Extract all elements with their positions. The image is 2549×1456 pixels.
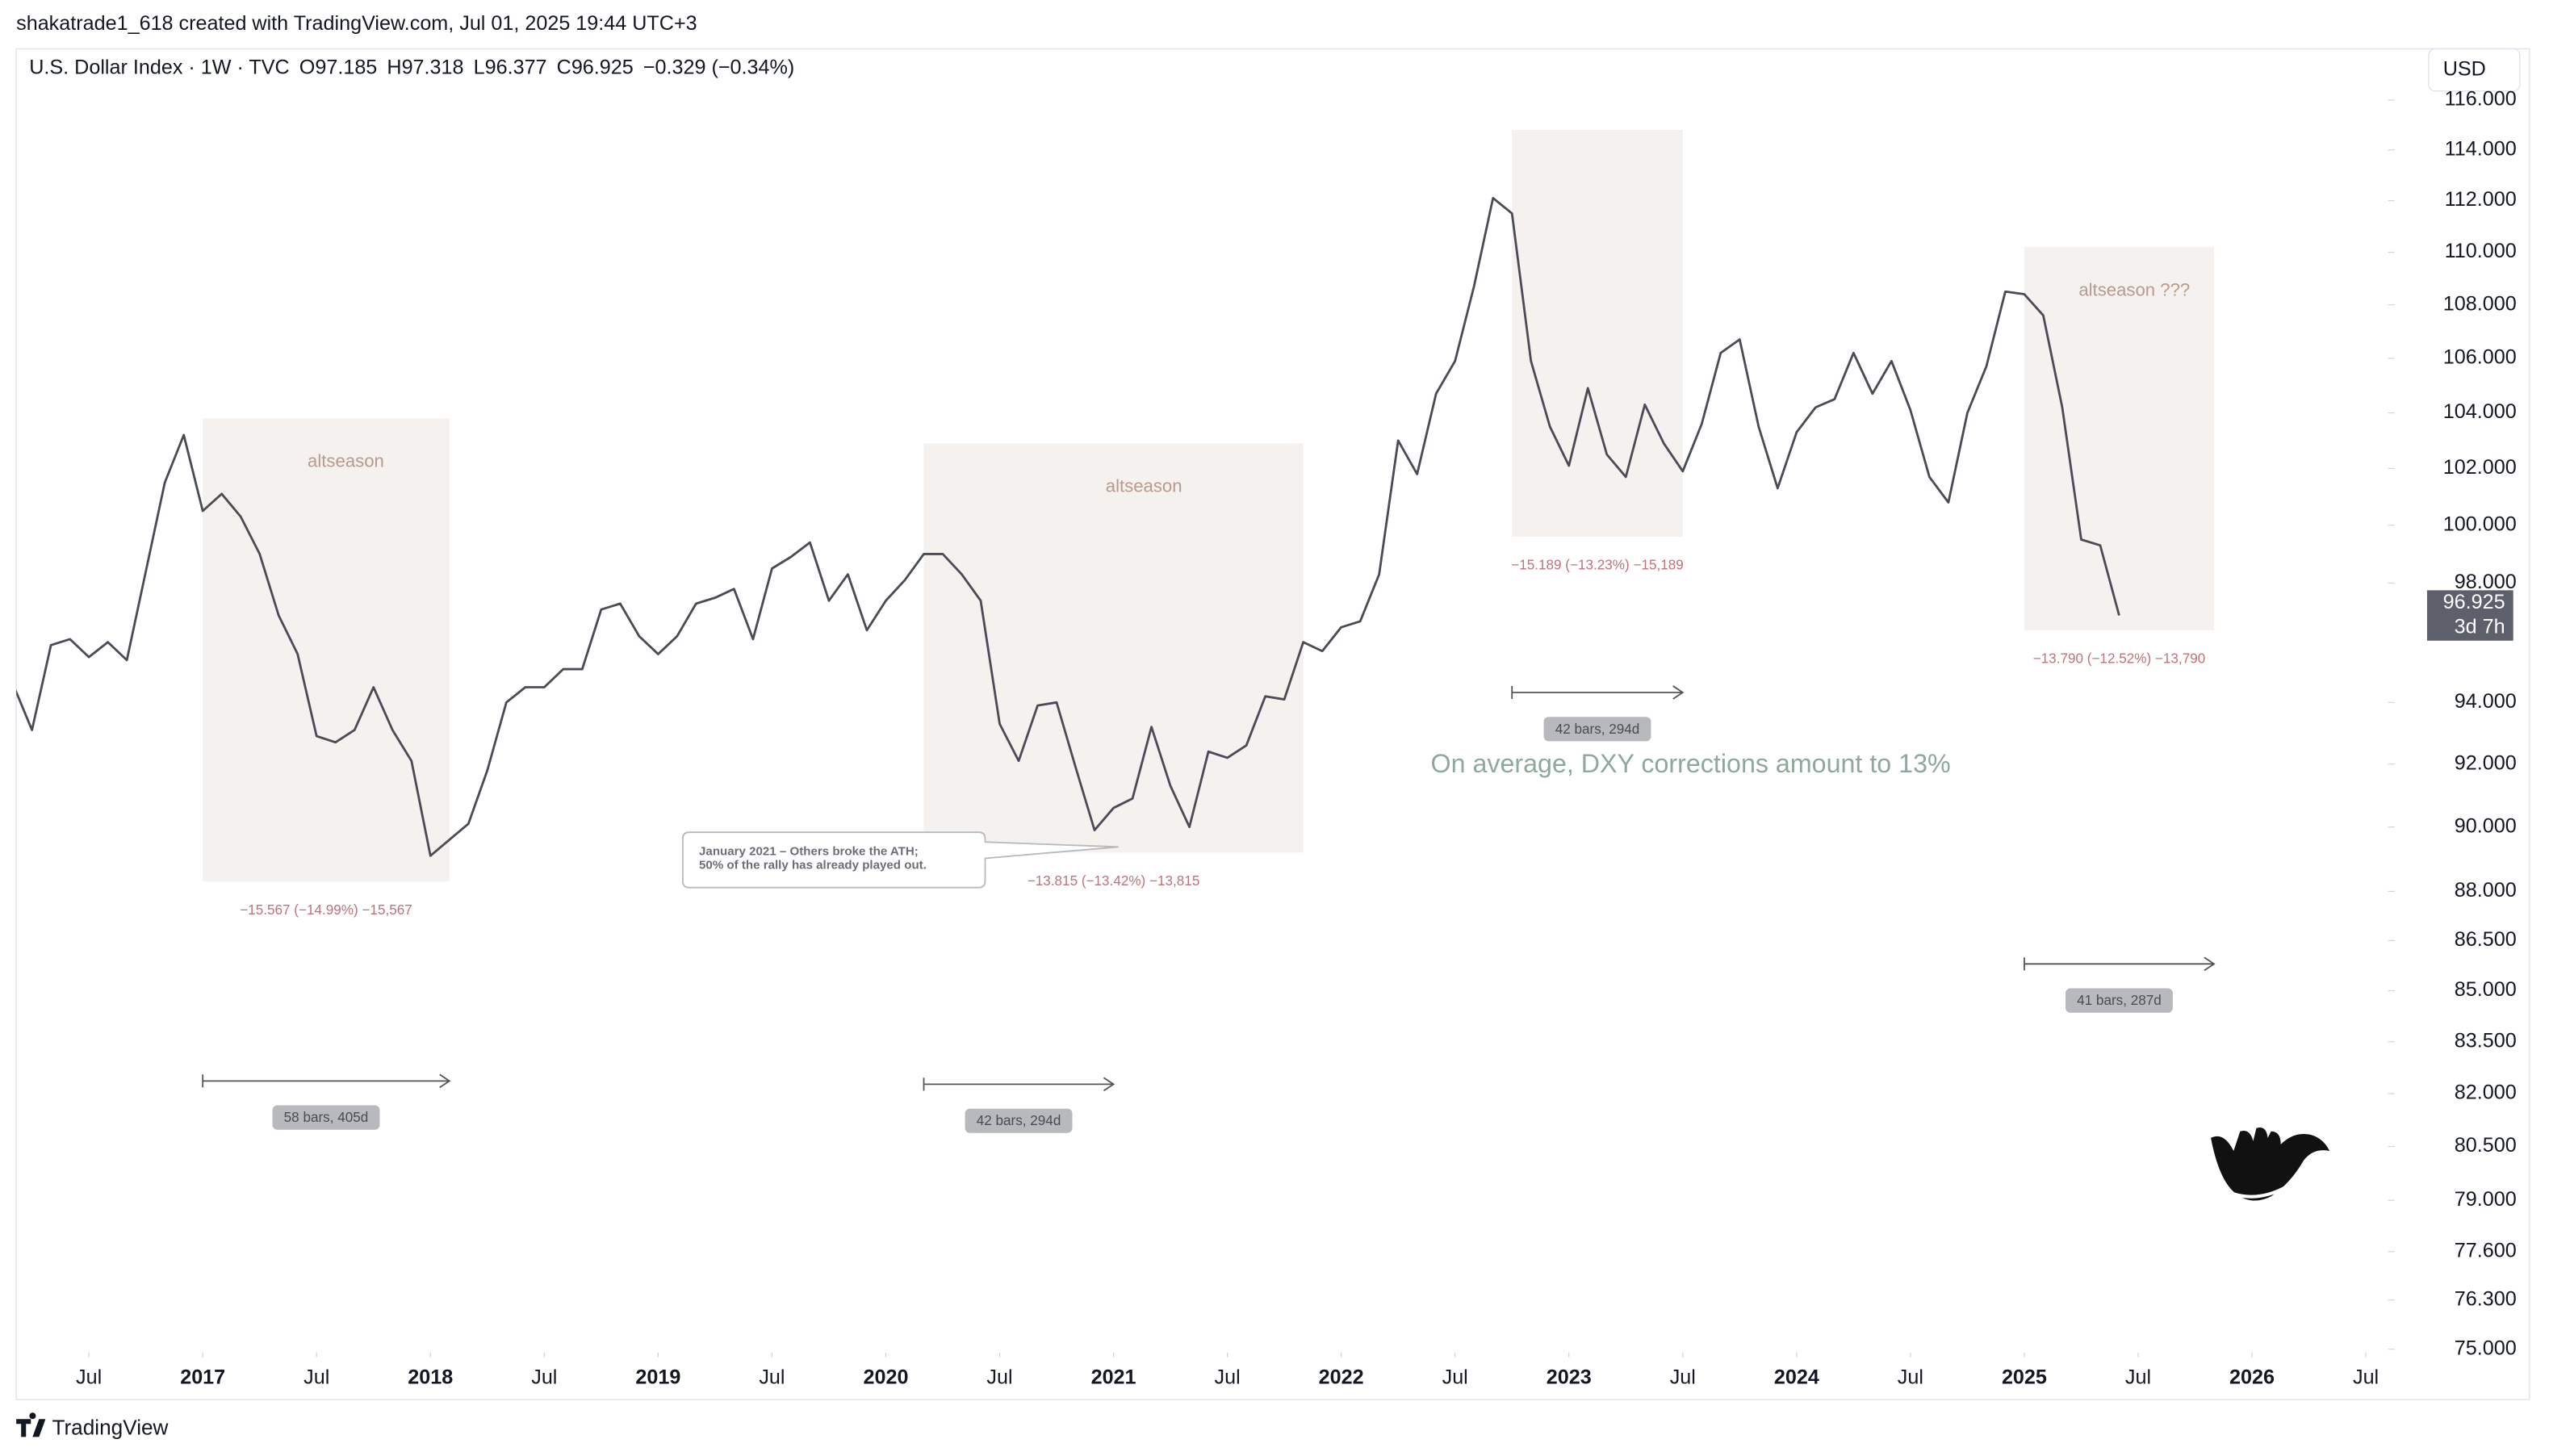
range-label: 41 bars, 287d (2077, 993, 2162, 1008)
author-line: shakatrade1_618 created with TradingView… (16, 12, 697, 35)
countdown: 3d 7h (2455, 615, 2505, 638)
range-pill (2066, 988, 2173, 1013)
y-tick-label: 114.000 (2445, 137, 2517, 160)
range-label: 42 bars, 294d (977, 1113, 1061, 1128)
x-tick-label: 2023 (1547, 1366, 1592, 1389)
range-pill (965, 1108, 1073, 1133)
y-tick-label: 108.000 (2443, 292, 2517, 315)
box-label: altseason (1106, 476, 1182, 496)
box-label: altseason ??? (2078, 279, 2190, 299)
y-tick-label: 106.000 (2443, 346, 2517, 369)
price-series (16, 196, 2120, 857)
watermark-icon (2211, 1127, 2330, 1210)
x-tick-label: Jul (2125, 1366, 2151, 1389)
y-tick-label: 75.000 (2455, 1337, 2517, 1359)
range-pill (272, 1105, 380, 1130)
highlight-box (923, 443, 1304, 853)
range-label: 58 bars, 405d (284, 1110, 369, 1125)
range-head (2204, 956, 2216, 972)
x-tick-label: Jul (2353, 1366, 2379, 1389)
y-tick-label: 90.000 (2455, 814, 2517, 837)
change: −0.329 (−0.34%) (643, 56, 794, 78)
x-tick-label: 2026 (2229, 1366, 2275, 1389)
low: 96.377 (485, 56, 547, 78)
brand-logo (16, 1412, 46, 1437)
range-head (1672, 685, 1685, 700)
x-tick-label: Jul (1670, 1366, 1696, 1389)
x-tick-label: Jul (1215, 1366, 1241, 1389)
x-tick-label: 2017 (180, 1366, 225, 1389)
y-tick-label: 86.500 (2455, 928, 2517, 951)
box-measure: −13.790 (−12.52%) −13,790 (2033, 651, 2206, 667)
range-label: 42 bars, 294d (1555, 722, 1640, 737)
y-tick-label: 83.500 (2455, 1029, 2517, 1052)
callout-text: 50% of the rally has already played out. (699, 858, 927, 872)
close-label: C (557, 56, 571, 78)
x-tick-label: 2024 (1774, 1366, 1819, 1389)
high-label: H (387, 56, 401, 78)
y-tick-label: 104.000 (2443, 400, 2517, 423)
price-line (16, 196, 2120, 857)
y-tick-label: 110.000 (2445, 240, 2517, 262)
x-tick-label: 2018 (408, 1366, 453, 1389)
range-pill (1543, 717, 1651, 742)
y-tick-label: 76.300 (2455, 1287, 2517, 1310)
low-label: L (474, 56, 485, 78)
x-tick-label: Jul (1898, 1366, 1923, 1389)
open: 97.185 (315, 56, 377, 78)
box-measure: −15.567 (−14.99%) −15,567 (240, 902, 412, 918)
y-tick-label: 85.000 (2455, 978, 2517, 1001)
legend: U.S. Dollar Index · 1W · TVC O97.185 H97.3… (29, 56, 794, 78)
currency[interactable]: USD (2443, 57, 2486, 80)
callout-bubble (681, 831, 1119, 889)
y-tick-label: 77.600 (2455, 1239, 2517, 1261)
y-tick-label: 102.000 (2443, 456, 2517, 479)
y-tick-label: 100.000 (2443, 513, 2517, 535)
currency-button[interactable] (2428, 48, 2521, 92)
price-label: 96.925 (2443, 591, 2505, 613)
range-head (439, 1073, 451, 1089)
callout-text: January 2021 – Others broke the ATH; (699, 844, 919, 858)
x-tick-label: Jul (1442, 1366, 1468, 1389)
x-tick-label: 2022 (1319, 1366, 1364, 1389)
y-tick-label: 88.000 (2455, 879, 2517, 902)
y-tick-label: 116.000 (2445, 88, 2517, 111)
y-tick-label: 98.000 (2455, 571, 2517, 593)
highlight-box (203, 418, 450, 882)
note: On average, DXY corrections amount to 13… (1431, 749, 1951, 778)
highlight-box (1512, 129, 1683, 537)
y-tick-label: 112.000 (2445, 188, 2517, 211)
range-head (1103, 1077, 1115, 1092)
box-label: altseason (308, 451, 384, 471)
high: 97.318 (402, 56, 464, 78)
x-tick-label: Jul (986, 1366, 1012, 1389)
box-measure: −15.189 (−13.23%) −15,189 (1511, 558, 1684, 573)
highlight-box (2024, 247, 2215, 630)
x-tick-label: 2021 (1091, 1366, 1136, 1389)
x-tick-label: Jul (531, 1366, 557, 1389)
x-tick-label: 2025 (2002, 1366, 2047, 1389)
brand: TradingView (52, 1415, 168, 1439)
y-tick-label: 92.000 (2455, 751, 2517, 774)
box-measure: −13.815 (−13.42%) −13,815 (1028, 873, 1200, 889)
price-label-box (2426, 590, 2513, 641)
x-tick-label: Jul (303, 1366, 329, 1389)
x-tick-label: 2020 (863, 1366, 908, 1389)
symbol: U.S. Dollar Index · 1W · TVC (29, 56, 289, 78)
x-tick-label: 2019 (635, 1366, 680, 1389)
y-tick-label: 80.500 (2455, 1134, 2517, 1157)
y-tick-label: 94.000 (2455, 690, 2517, 713)
y-tick-label: 82.000 (2455, 1082, 2517, 1104)
y-tick-label: 79.000 (2455, 1188, 2517, 1211)
x-tick-label: Jul (759, 1366, 785, 1389)
open-label: O (299, 56, 316, 78)
close: 96.925 (571, 56, 634, 78)
x-tick-label: Jul (76, 1366, 102, 1389)
